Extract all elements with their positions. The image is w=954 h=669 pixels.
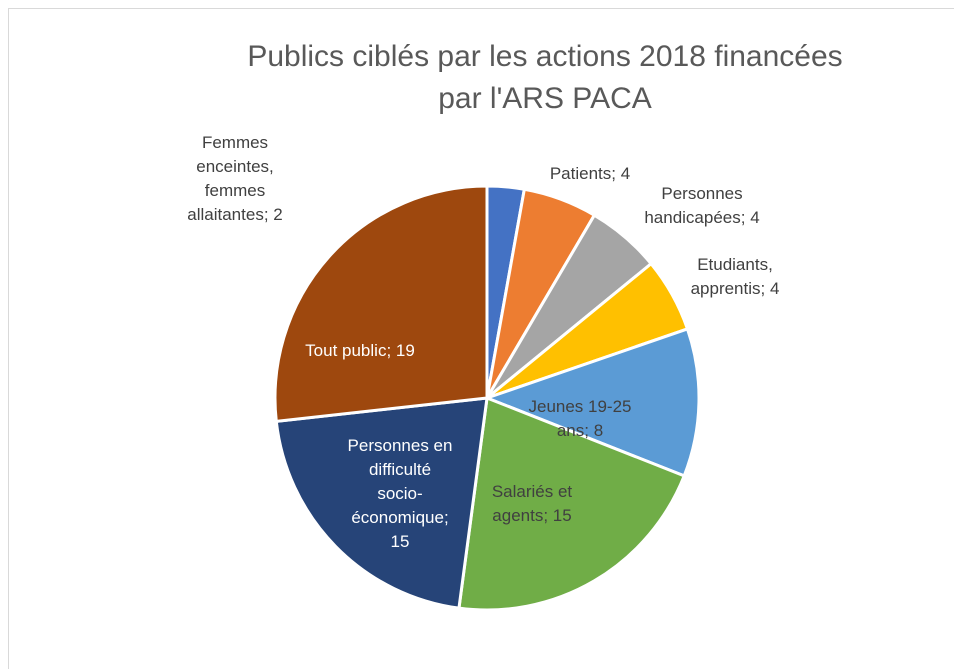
- data-label: Jeunes 19-25 ans; 8: [528, 397, 631, 440]
- pie-slice: [273, 184, 489, 424]
- data-label: Personnes handicapées; 4: [644, 184, 759, 227]
- chart-title: Publics ciblés par les actions 2018 fina…: [247, 40, 842, 115]
- data-label: Patients; 4: [550, 164, 630, 183]
- pie-slice: [482, 327, 701, 478]
- pie-slice: [274, 396, 489, 610]
- data-label: Personnes en difficulté socio-économique; 1…: [348, 436, 453, 551]
- data-label: Femmes enceintes, femmes allaitantes; 2: [187, 133, 282, 224]
- data-label: Etudiants, apprentis; 4: [691, 255, 780, 298]
- pie-slice: [457, 395, 687, 612]
- data-label: Salariés et agents; 15: [492, 482, 573, 525]
- data-label: Tout public; 19: [305, 341, 415, 360]
